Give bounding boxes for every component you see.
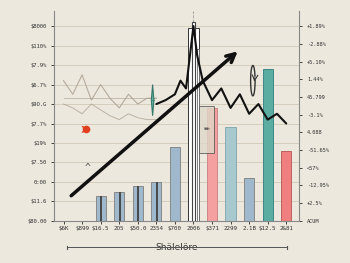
Polygon shape [151, 84, 154, 116]
Bar [225, 127, 236, 221]
Bar [191, 22, 195, 221]
Bar [133, 186, 143, 221]
FancyBboxPatch shape [199, 106, 214, 153]
Bar [96, 196, 106, 221]
Bar [170, 147, 180, 221]
Bar [281, 151, 291, 221]
Bar [156, 182, 157, 221]
X-axis label: Shälelöre: Shälelöre [155, 242, 198, 252]
Bar [244, 178, 254, 221]
Bar [114, 192, 124, 221]
Bar [188, 28, 198, 221]
Bar [197, 49, 199, 221]
Text: ✏: ✏ [203, 126, 209, 132]
Bar [207, 108, 217, 221]
Bar [100, 196, 101, 221]
Text: ^: ^ [85, 163, 91, 173]
Bar [137, 186, 138, 221]
Bar [262, 69, 273, 221]
Bar [119, 192, 120, 221]
Bar [151, 182, 161, 221]
